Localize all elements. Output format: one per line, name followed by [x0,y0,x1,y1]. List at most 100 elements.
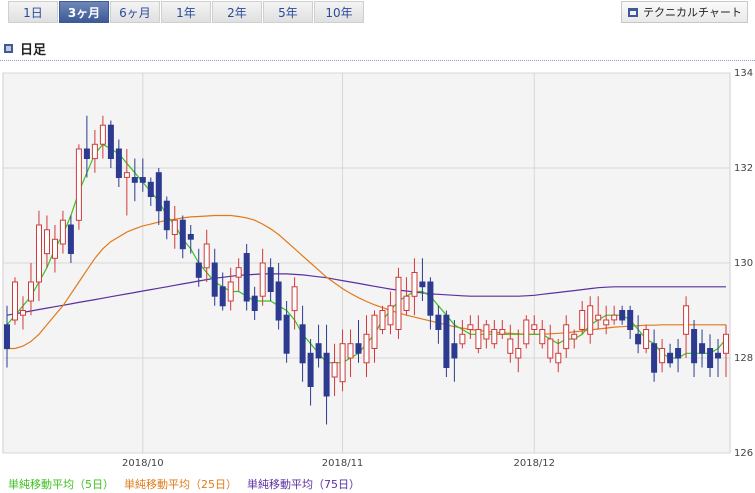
tab-1y[interactable]: 1年 [161,1,211,23]
candle-body [259,262,266,297]
legend-ma5: 単純移動平均（5日） [8,478,114,491]
technical-chart-label: テクニカルチャート [643,6,742,19]
candle-body [283,314,290,354]
candle-body [675,348,682,359]
section-header: 日足 [4,39,46,58]
candle-body [659,348,666,364]
candle-body [459,333,466,345]
candle-body [667,352,674,364]
y-tick-label: 130 [734,258,753,269]
candle-body [371,314,378,350]
candle-body [195,262,202,278]
period-tabs: 1日 3ヶ月 6ヶ月 1年 2年 5年 10年 [8,1,365,23]
candle-body [539,329,546,345]
candle-body [547,338,554,359]
candle-body [67,224,74,254]
candle-body [595,314,602,321]
candle-body [427,281,434,316]
candle-body [611,314,618,321]
candle-body [235,267,242,278]
candle-body [115,148,122,178]
candle-body [531,324,538,330]
candle-body [451,343,458,359]
candle-body [435,314,442,331]
tab-6m[interactable]: 6ヶ月 [110,1,160,23]
tab-2y[interactable]: 2年 [212,1,262,23]
y-tick-label: 126 [734,448,753,459]
tab-5y[interactable]: 5年 [263,1,313,23]
candle-body [28,281,34,302]
candle-body [483,324,490,340]
y-tick-label: 132 [734,163,753,174]
legend-ma25: 単純移動平均（25日） [124,478,237,491]
candle-body [147,181,154,198]
candle-body [387,305,394,326]
candle-body [243,253,250,302]
candle-body [187,234,194,240]
candle-body [467,324,474,330]
tab-10y[interactable]: 10年 [314,1,364,23]
window-icon [628,7,638,17]
candle-body [555,352,562,364]
candle-body [211,262,218,297]
candle-body [131,177,138,183]
candle-body [587,305,594,335]
candle-body [723,333,729,354]
candle-body [491,329,498,345]
square-icon [4,44,13,53]
candle-body [75,148,82,221]
candle-body [563,324,570,350]
candle-body [707,348,714,368]
candle-body [339,343,346,383]
candle-body [4,324,10,350]
candle-body [635,333,642,345]
divider [0,60,755,61]
candle-body [523,319,530,345]
candle-body [443,314,450,369]
candle-body [355,343,362,354]
candle-body [171,219,178,235]
candle-body [155,172,162,212]
legend-ma75: 単純移動平均（75日） [247,478,360,491]
candle-body [603,319,610,326]
candle-body [227,281,234,302]
candle-body [267,267,274,293]
candle-body [99,124,106,145]
candle-body [107,124,114,159]
candle-body [44,229,50,255]
candle-body [139,177,146,183]
candle-body [419,281,426,288]
candle-body [307,352,314,387]
candle-body [395,276,402,330]
x-tick-label: 2018/12 [513,458,555,469]
y-tick-label: 134 [734,68,753,79]
candle-body [163,200,170,231]
candle-body [203,243,210,269]
tab-3m[interactable]: 3ヶ月 [59,1,109,23]
candle-body [627,310,634,330]
candle-body [363,333,370,364]
x-tick-label: 2018/11 [322,458,364,469]
candle-body [475,329,482,349]
candle-body [331,362,338,378]
candle-body [691,329,698,364]
candle-body [515,348,522,359]
candle-body [315,343,322,359]
candle-body [219,286,226,307]
candle-body [179,219,186,250]
candle-body [507,338,514,354]
candle-body [347,343,354,359]
candle-body [59,219,66,245]
candle-body [291,286,298,312]
candle-body [715,352,721,359]
candle-body [52,238,58,259]
candle-body [579,310,586,330]
x-tick-label: 2018/10 [122,458,164,469]
technical-chart-button[interactable]: テクニカルチャート [621,1,748,23]
candle-body [323,352,330,397]
ma75-line [6,273,726,316]
candle-body [123,172,130,178]
candle-body [619,310,626,321]
tab-1d[interactable]: 1日 [8,1,58,23]
